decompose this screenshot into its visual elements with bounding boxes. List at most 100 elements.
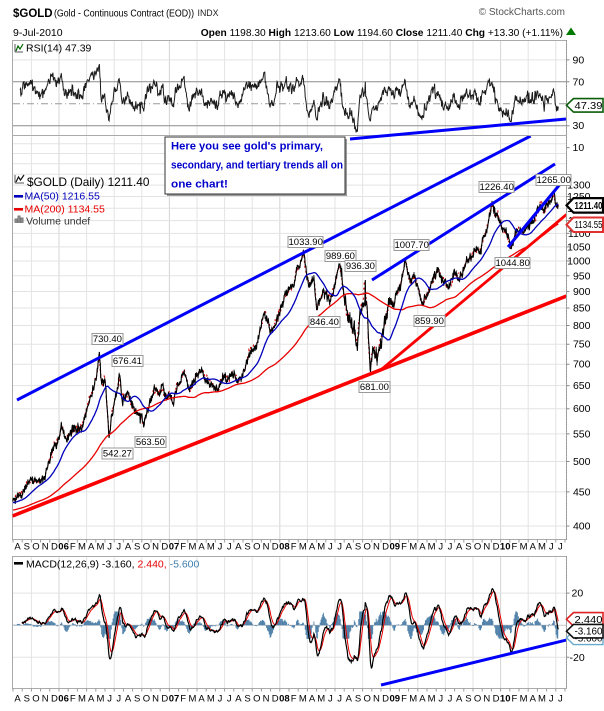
svg-text:N: N xyxy=(42,542,49,553)
svg-text:J: J xyxy=(438,694,443,705)
svg-text:500: 500 xyxy=(573,456,591,468)
svg-text:-20: -20 xyxy=(570,652,585,664)
svg-text:N: N xyxy=(373,694,380,705)
svg-text:J: J xyxy=(448,694,453,705)
svg-text:$GOLD (Daily) 1211.40: $GOLD (Daily) 1211.40 xyxy=(27,175,150,189)
svg-text:563.50: 563.50 xyxy=(136,437,165,448)
svg-text:70: 70 xyxy=(573,76,585,88)
svg-text:A: A xyxy=(346,542,353,553)
svg-text:90: 90 xyxy=(573,54,585,66)
svg-text:S: S xyxy=(465,542,471,553)
svg-text:859.90: 859.90 xyxy=(415,316,444,327)
svg-text:1265.00: 1265.00 xyxy=(537,175,571,186)
svg-text:© StockCharts.com: © StockCharts.com xyxy=(479,7,565,18)
svg-text:10: 10 xyxy=(573,142,585,154)
svg-text:9-Jul-2010: 9-Jul-2010 xyxy=(13,27,63,39)
svg-text:O: O xyxy=(474,694,481,705)
svg-text:D: D xyxy=(161,542,168,553)
svg-text:600: 600 xyxy=(573,403,591,415)
svg-text:681.00: 681.00 xyxy=(360,382,389,393)
svg-text:J: J xyxy=(218,694,223,705)
svg-text:Open 1198.30 High 1213.60 Low: Open 1198.30 High 1213.60 Low 1194.60 Cl… xyxy=(201,28,563,39)
svg-text:1007.70: 1007.70 xyxy=(395,240,429,251)
svg-text:J: J xyxy=(328,542,333,553)
svg-text:O: O xyxy=(253,542,260,553)
svg-text:1134.55: 1134.55 xyxy=(575,220,603,231)
svg-text:F: F xyxy=(291,542,297,553)
svg-text:M: M xyxy=(188,542,196,553)
svg-text:S: S xyxy=(355,542,361,553)
svg-text:F: F xyxy=(401,542,407,553)
svg-text:08: 08 xyxy=(279,542,290,553)
svg-text:S: S xyxy=(244,542,250,553)
svg-text:1044.80: 1044.80 xyxy=(496,258,530,269)
svg-text:S: S xyxy=(355,694,361,705)
svg-text:S: S xyxy=(244,694,250,705)
svg-text:M: M xyxy=(317,542,325,553)
svg-text:07: 07 xyxy=(169,542,180,553)
svg-text:Volume undef: Volume undef xyxy=(26,216,90,228)
svg-text:(Gold - Continuous Contract (E: (Gold - Continuous Contract (EOD)) xyxy=(54,8,194,20)
svg-text:10: 10 xyxy=(500,694,511,705)
svg-text:D: D xyxy=(161,694,168,705)
svg-text:A: A xyxy=(125,542,132,553)
svg-text:M: M xyxy=(538,542,546,553)
svg-text:$GOLD: $GOLD xyxy=(13,8,53,20)
svg-text:989.60: 989.60 xyxy=(326,251,355,262)
svg-text:07: 07 xyxy=(169,694,180,705)
svg-text:F: F xyxy=(70,542,76,553)
svg-text:950: 950 xyxy=(573,270,591,282)
svg-text:10: 10 xyxy=(500,542,511,553)
svg-text:J: J xyxy=(107,694,112,705)
svg-text:S: S xyxy=(134,694,140,705)
svg-text:2.440: 2.440 xyxy=(575,615,603,626)
svg-text:MACD(12,26,9) -3.160, 2.440, -: MACD(12,26,9) -3.160, 2.440, -5.600 xyxy=(26,559,200,571)
svg-text:F: F xyxy=(291,694,297,705)
svg-text:650: 650 xyxy=(573,380,591,392)
svg-text:N: N xyxy=(152,542,159,553)
svg-text:S: S xyxy=(134,542,140,553)
svg-text:F: F xyxy=(180,694,186,705)
svg-text:1211.40: 1211.40 xyxy=(575,201,603,212)
svg-text:J: J xyxy=(549,542,554,553)
svg-text:1300: 1300 xyxy=(567,180,591,192)
svg-text:N: N xyxy=(263,542,270,553)
svg-text:M: M xyxy=(96,694,104,705)
svg-text:N: N xyxy=(263,694,270,705)
svg-text:M: M xyxy=(299,542,307,553)
svg-text:730.40: 730.40 xyxy=(93,334,122,345)
svg-text:D: D xyxy=(272,694,279,705)
svg-text:N: N xyxy=(373,542,380,553)
svg-text:F: F xyxy=(70,694,76,705)
svg-text:-5.600: -5.600 xyxy=(575,633,603,644)
svg-text:A: A xyxy=(419,694,426,705)
svg-text:J: J xyxy=(549,694,554,705)
svg-text:S: S xyxy=(24,542,30,553)
svg-text:O: O xyxy=(143,542,150,553)
svg-text:D: D xyxy=(382,694,389,705)
svg-text:J: J xyxy=(328,694,333,705)
svg-text:M: M xyxy=(78,694,86,705)
svg-text:O: O xyxy=(364,694,371,705)
svg-text:M: M xyxy=(428,542,436,553)
svg-text:M: M xyxy=(538,694,546,705)
svg-text:1000: 1000 xyxy=(567,256,591,268)
svg-text:M: M xyxy=(409,694,417,705)
svg-text:08: 08 xyxy=(279,694,290,705)
svg-text:A: A xyxy=(530,542,537,553)
svg-text:RSI(14) 47.39: RSI(14) 47.39 xyxy=(26,43,92,55)
svg-text:S: S xyxy=(24,694,30,705)
svg-text:A: A xyxy=(419,542,426,553)
svg-text:M: M xyxy=(428,694,436,705)
svg-text:O: O xyxy=(32,542,39,553)
svg-text:M: M xyxy=(207,542,215,553)
svg-text:D: D xyxy=(51,694,58,705)
svg-text:M: M xyxy=(299,694,307,705)
svg-text:INDX: INDX xyxy=(198,8,220,19)
svg-text:700: 700 xyxy=(573,359,591,371)
svg-text:J: J xyxy=(337,542,342,553)
svg-text:J: J xyxy=(337,694,342,705)
svg-text:S: S xyxy=(465,694,471,705)
svg-text:J: J xyxy=(227,542,232,553)
svg-text:F: F xyxy=(511,542,517,553)
